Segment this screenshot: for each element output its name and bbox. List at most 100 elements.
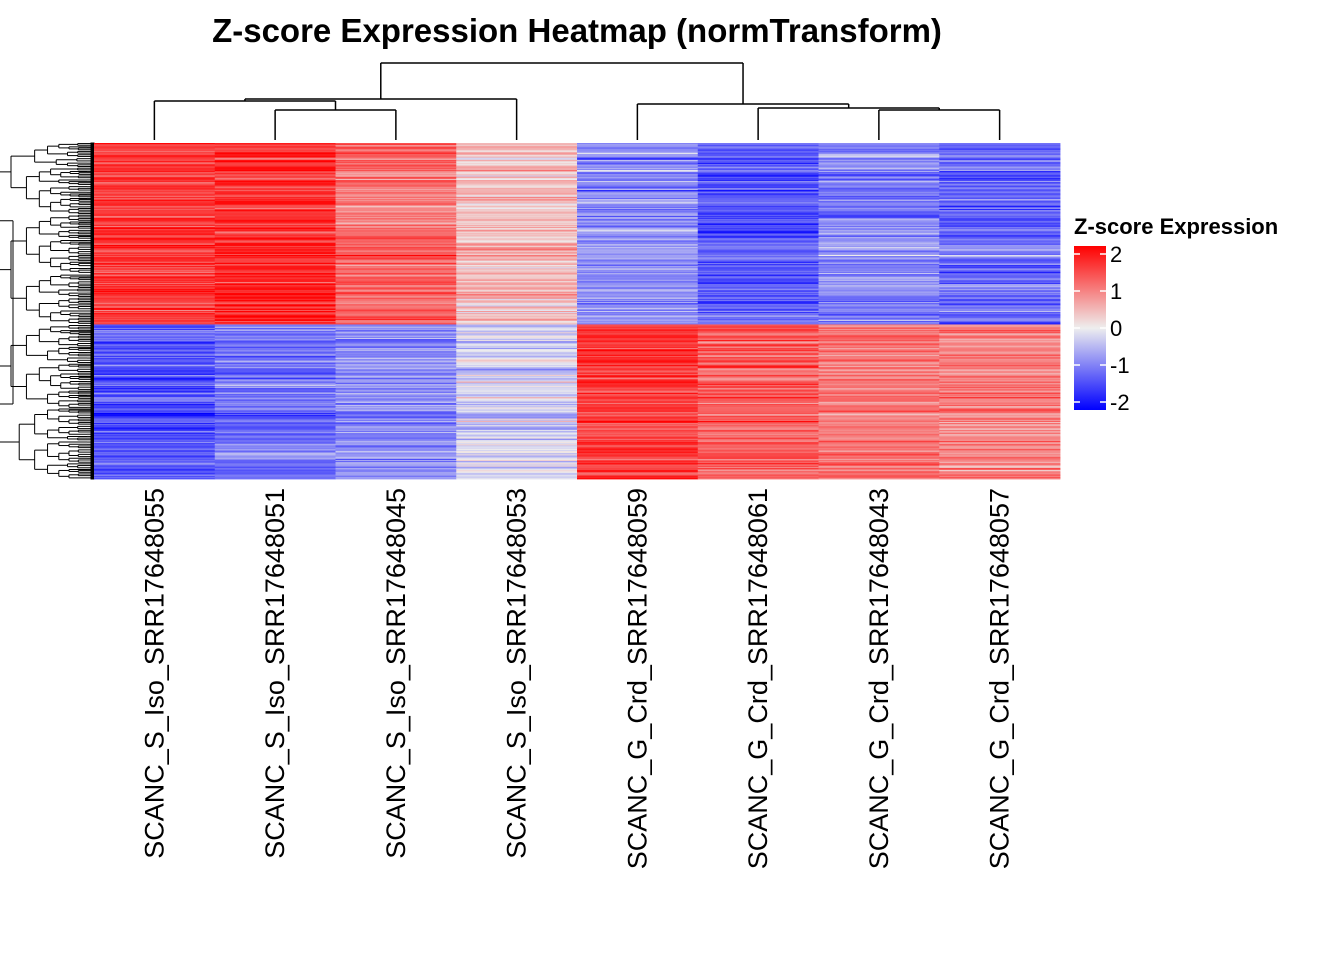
heatmap-cell (94, 241, 216, 244)
heatmap-cell (577, 188, 699, 191)
heatmap-cell (214, 288, 336, 291)
heatmap-cell (456, 428, 578, 431)
heatmap-cell (697, 353, 819, 356)
heatmap-cell (818, 196, 940, 199)
heatmap-cell (577, 355, 699, 358)
heatmap-cell (939, 171, 1061, 173)
heatmap-cell (94, 443, 216, 445)
heatmap-cell (94, 392, 216, 395)
heatmap-cell (697, 220, 819, 222)
heatmap-cell (818, 427, 940, 429)
heatmap-cell (818, 256, 940, 258)
heatmap-cell (697, 219, 819, 221)
heatmap-cell (456, 318, 578, 321)
heatmap-cell (818, 201, 940, 203)
heatmap-cell (818, 451, 940, 453)
heatmap-cell (94, 173, 216, 175)
heatmap-cell (818, 181, 940, 183)
heatmap-cell (456, 230, 578, 232)
heatmap-cell (577, 280, 699, 283)
heatmap-cell (214, 311, 336, 313)
heatmap-cell (577, 475, 699, 478)
heatmap-cell (697, 333, 819, 335)
heatmap-cell (697, 303, 819, 305)
heatmap-cell (697, 323, 819, 325)
heatmap-cell (818, 363, 940, 366)
heatmap-cell (697, 270, 819, 273)
heatmap-cell (335, 299, 457, 302)
heatmap-cell (818, 401, 940, 404)
heatmap-cell (577, 396, 699, 398)
heatmap-cell (577, 202, 699, 204)
heatmap-cell (214, 379, 336, 381)
heatmap-cell (214, 169, 336, 172)
heatmap-cell (94, 159, 216, 162)
heatmap-cell (697, 284, 819, 286)
heatmap-cell (214, 181, 336, 183)
heatmap-cell (697, 225, 819, 228)
heatmap-cell (214, 216, 336, 219)
heatmap-cell (818, 284, 940, 286)
row-dendrogram (0, 142, 95, 480)
heatmap-cell (818, 304, 940, 306)
heatmap-cell (577, 157, 699, 160)
heatmap-cell (94, 373, 216, 376)
heatmap-cell (94, 354, 216, 357)
heatmap-cell (94, 302, 216, 304)
heatmap-cell (818, 286, 940, 288)
heatmap-cell (214, 157, 336, 160)
heatmap-cell (818, 295, 940, 297)
heatmap-cell (577, 242, 699, 245)
heatmap-cell (818, 384, 940, 387)
heatmap-cell (939, 359, 1061, 361)
heatmap-cell (697, 395, 819, 397)
heatmap-cell (214, 436, 336, 438)
heatmap-cell (577, 283, 699, 285)
heatmap-cell (456, 263, 578, 266)
heatmap-cell (94, 368, 216, 370)
heatmap-cell (577, 276, 699, 278)
heatmap-cell (939, 449, 1061, 452)
heatmap-cell (818, 445, 940, 447)
heatmap-cell (939, 399, 1061, 401)
heatmap-cell (335, 455, 457, 457)
heatmap-cell (697, 318, 819, 321)
heatmap-cell (94, 287, 216, 289)
heatmap-cell (214, 345, 336, 348)
heatmap-cell (697, 468, 819, 471)
heatmap-cell (697, 466, 819, 469)
heatmap-cell (456, 305, 578, 307)
heatmap-cell (697, 185, 819, 188)
heatmap-cell (818, 457, 940, 460)
heatmap-cell (456, 405, 578, 407)
heatmap-cell (939, 256, 1061, 258)
sample-label: SCANC_G_Crd_SRR17648061 (743, 488, 773, 869)
heatmap-cell (577, 403, 699, 406)
heatmap-cell (335, 155, 457, 157)
heatmap-cell (335, 474, 457, 477)
heatmap-cell (94, 247, 216, 249)
heatmap-cell (94, 397, 216, 399)
heatmap-cell (577, 428, 699, 431)
heatmap-cell (697, 223, 819, 226)
heatmap-cell (456, 241, 578, 244)
heatmap-cell (697, 298, 819, 301)
heatmap-cell (577, 457, 699, 460)
heatmap-cell (214, 284, 336, 286)
heatmap-cell (939, 210, 1061, 212)
heatmap-cell (214, 154, 336, 156)
heatmap-cell (818, 252, 940, 255)
heatmap-cell (335, 330, 457, 332)
heatmap-cell (335, 157, 457, 160)
heatmap-cell (818, 194, 940, 197)
heatmap-cell (94, 185, 216, 188)
heatmap-cell (818, 147, 940, 149)
heatmap-cell (577, 402, 699, 405)
heatmap-cell (577, 159, 699, 162)
heatmap-cell (939, 459, 1061, 462)
heatmap-cell (939, 465, 1061, 468)
heatmap-cell (335, 239, 457, 241)
heatmap-cell (577, 302, 699, 304)
heatmap-cell (939, 474, 1061, 477)
heatmap-cell (214, 244, 336, 247)
